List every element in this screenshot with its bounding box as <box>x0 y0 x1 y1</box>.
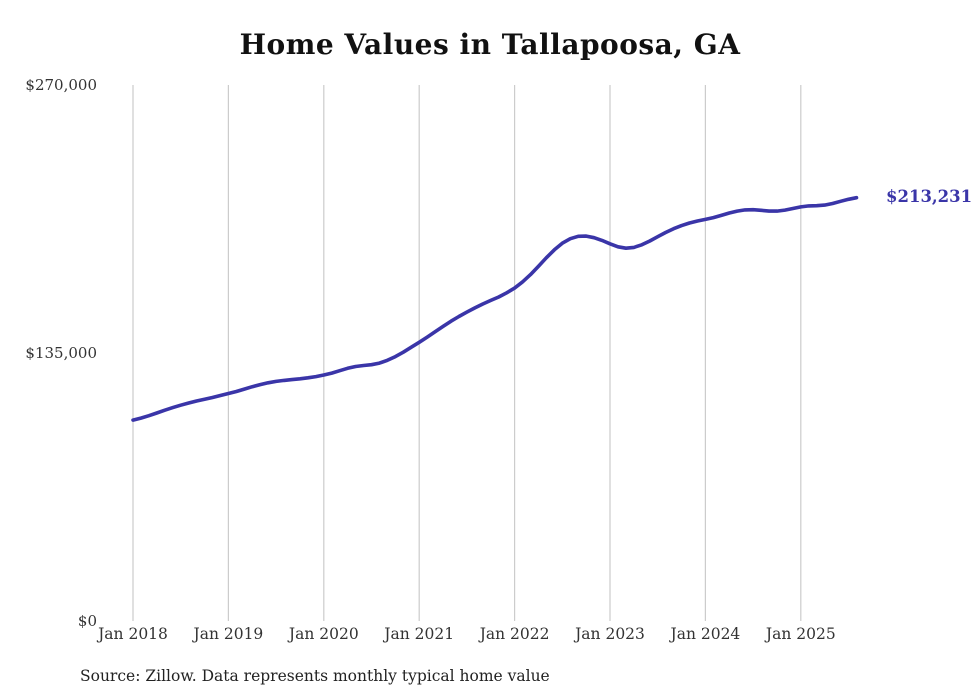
y-axis-label-270000: $270,000 <box>25 76 97 94</box>
x-axis-label-jan-2022: Jan 2022 <box>479 625 550 643</box>
x-axis-label-jan-2021: Jan 2021 <box>384 625 455 643</box>
x-axis-label-jan-2018: Jan 2018 <box>98 625 168 643</box>
y-axis-label-0: $0 <box>77 612 97 630</box>
y-axis-label-135000: $135,000 <box>25 344 97 362</box>
chart-title: Home Values in Tallapoosa, GA <box>239 28 741 61</box>
x-axis-label-jan-2020: Jan 2020 <box>288 625 359 643</box>
x-axis-label-jan-2024: Jan 2024 <box>670 625 741 643</box>
current-value-label: $213,231 <box>886 186 973 206</box>
source-note: Source: Zillow. Data represents monthly … <box>80 667 550 685</box>
x-axis-label-jan-2023: Jan 2023 <box>575 625 645 643</box>
x-axis-label-jan-2025: Jan 2025 <box>765 625 836 643</box>
x-axis-label-jan-2019: Jan 2019 <box>193 625 264 643</box>
